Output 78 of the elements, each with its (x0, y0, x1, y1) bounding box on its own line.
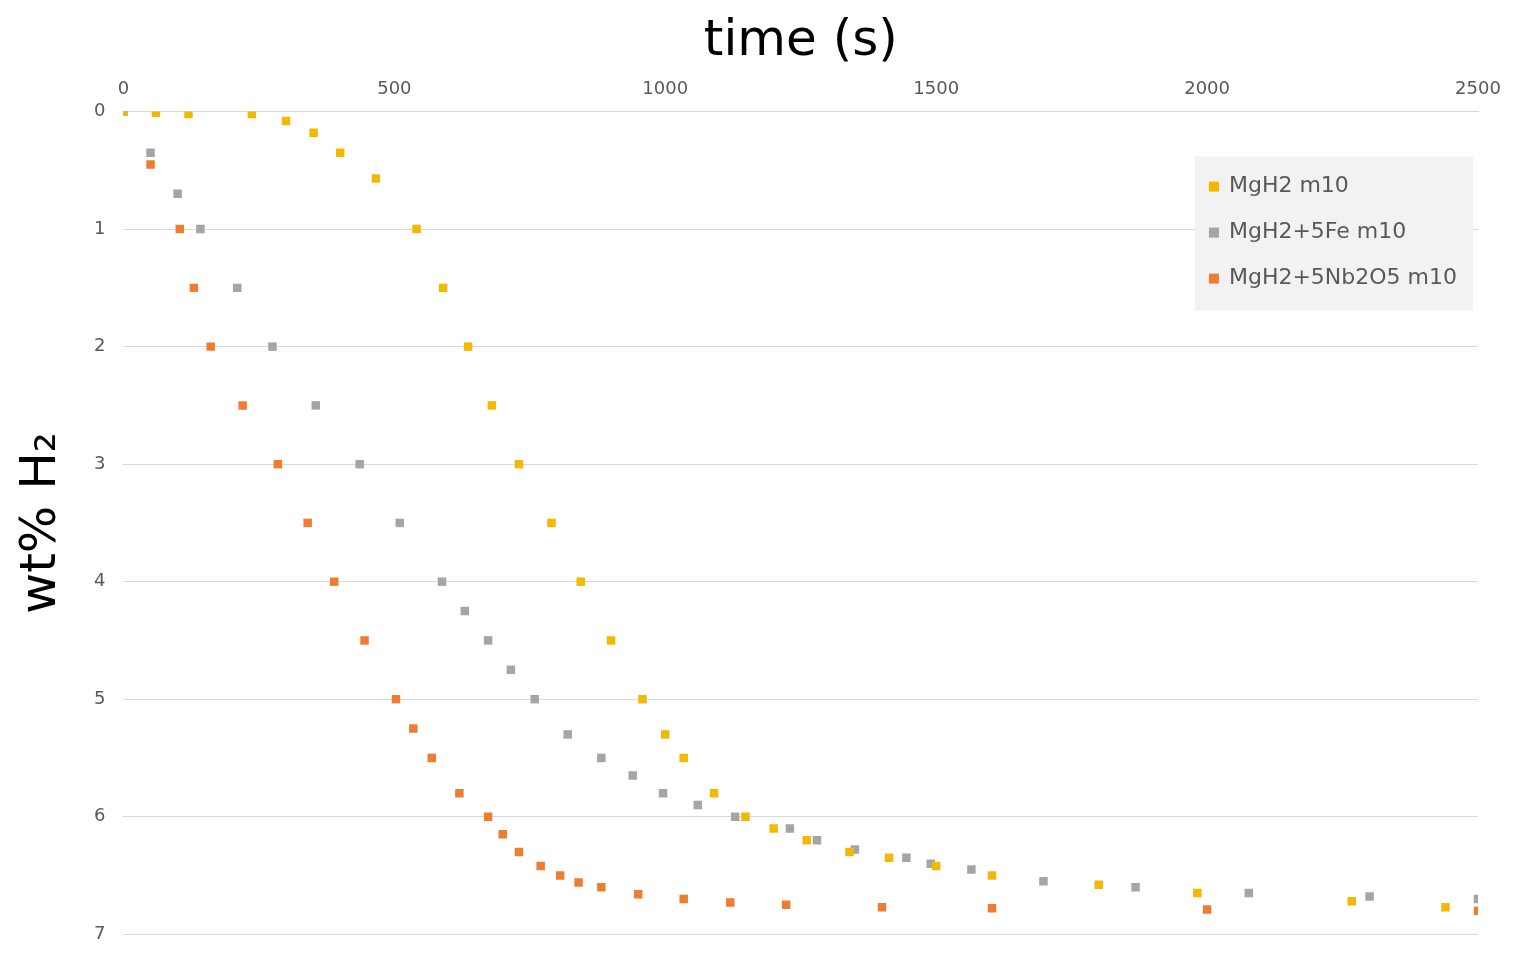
point (802, 835, 811, 845)
x-tick-label: 2500 (1455, 77, 1501, 99)
x-tick-label: 0 (117, 77, 130, 99)
point (967, 865, 976, 874)
point (184, 111, 193, 119)
point (355, 459, 364, 469)
point (206, 342, 215, 351)
y-tick-label: 7 (94, 921, 106, 943)
point (487, 401, 497, 410)
y-tick-label: 0 (94, 99, 106, 121)
point (311, 401, 321, 410)
point (785, 824, 795, 833)
point (483, 636, 493, 645)
point (173, 189, 182, 199)
point (309, 128, 318, 137)
point (547, 518, 556, 528)
point (303, 518, 312, 528)
point (1039, 877, 1048, 886)
point (730, 812, 740, 821)
x-tick-label: 500 (377, 77, 412, 99)
y-tick-label: 3 (94, 451, 106, 473)
y-tick-label: 4 (94, 569, 106, 591)
point (1441, 902, 1450, 912)
point (902, 853, 911, 863)
point (726, 898, 735, 907)
point (769, 824, 778, 833)
point (329, 577, 339, 586)
point (555, 871, 565, 880)
x-tick-label: 1500 (913, 77, 960, 99)
point (238, 401, 247, 410)
point (530, 694, 539, 704)
point (1094, 880, 1103, 890)
point (268, 342, 277, 351)
point (597, 882, 606, 892)
x-tick-label: 1000 (642, 77, 689, 99)
point (576, 577, 585, 586)
legend-label: MgH2+5Nb2O5 m10 (1228, 264, 1458, 290)
point (455, 788, 464, 798)
point (483, 812, 493, 821)
point (335, 148, 345, 157)
point (536, 861, 545, 871)
point (638, 694, 647, 704)
y-tick-label: 2 (94, 334, 106, 356)
point (679, 894, 688, 904)
point (146, 160, 155, 169)
point (563, 730, 572, 739)
x-axis-title: time (s) (703, 8, 898, 67)
point (463, 342, 473, 351)
point (628, 771, 638, 780)
point (1347, 897, 1356, 906)
point (574, 878, 583, 887)
point (987, 904, 997, 913)
point (845, 847, 854, 857)
y-tick-label: 6 (94, 804, 106, 826)
point (437, 577, 447, 586)
point (987, 871, 997, 880)
legend-label: MgH2 m10 (1228, 172, 1349, 198)
point (679, 753, 688, 763)
point (741, 812, 750, 821)
point (661, 730, 670, 739)
point (360, 636, 369, 645)
point (498, 830, 507, 839)
point (606, 636, 616, 645)
y-axis-title: wt% H₂ (8, 432, 67, 614)
legend-label: MgH2+5Fe m10 (1228, 218, 1407, 244)
x-tick-label: 2000 (1184, 77, 1230, 99)
point (1193, 888, 1202, 898)
point (597, 753, 606, 763)
point (1202, 905, 1212, 914)
point (146, 148, 155, 157)
y-tick-label: 5 (94, 686, 106, 708)
point (409, 724, 418, 733)
point (371, 174, 381, 183)
point (1131, 882, 1140, 892)
point (412, 224, 421, 234)
point (196, 224, 205, 234)
point (1365, 892, 1374, 901)
y-tick-label: 1 (94, 216, 106, 238)
